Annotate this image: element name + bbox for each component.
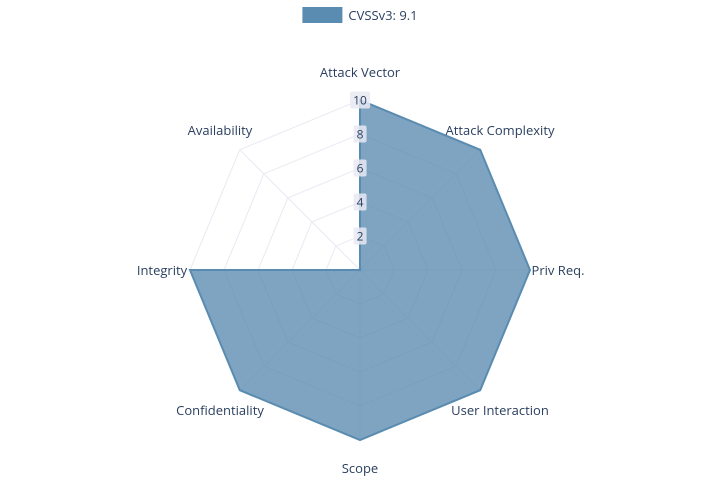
- cvss-radar-chart: CVSSv3: 9.1 Attack VectorAttack Complexi…: [0, 0, 720, 504]
- radar-svg: [0, 0, 720, 504]
